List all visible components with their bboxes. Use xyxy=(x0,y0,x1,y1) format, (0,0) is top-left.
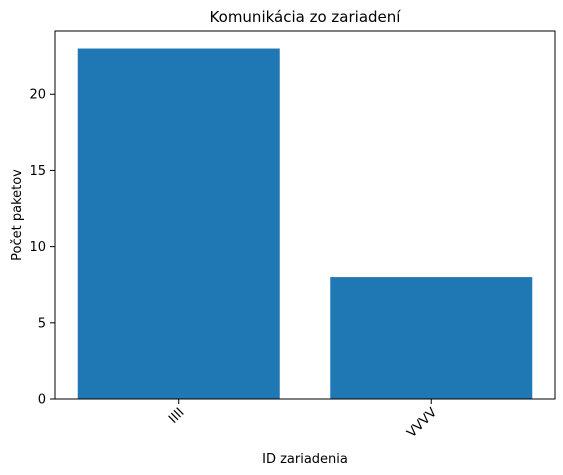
y-tick-label: 5 xyxy=(38,316,46,331)
x-axis-label: ID zariadenia xyxy=(262,452,348,467)
y-tick-label: 0 xyxy=(38,393,46,408)
chart-title: Komunikácia zo zariadení xyxy=(210,8,402,26)
plot-frame xyxy=(54,30,556,400)
y-axis-ticks: 0 5 10 15 20 xyxy=(29,88,55,408)
x-tick-label: VVVV xyxy=(404,405,440,441)
bar-vvvv xyxy=(330,277,533,399)
y-tick-label: 20 xyxy=(29,88,46,103)
x-tick-label: IIII xyxy=(166,405,187,426)
x-axis-ticks: IIII VVVV xyxy=(166,399,440,441)
bar-iiii xyxy=(77,48,280,400)
y-axis-label: Počet paketov xyxy=(10,169,25,261)
y-tick-label: 10 xyxy=(29,240,46,255)
bars-group xyxy=(77,48,533,400)
y-tick-label: 15 xyxy=(29,164,46,179)
